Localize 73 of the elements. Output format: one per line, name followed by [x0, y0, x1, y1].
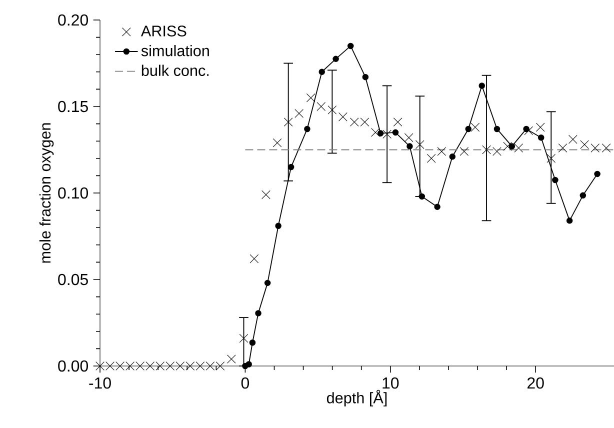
y-tick-label: 0.10 [58, 187, 88, 199]
point [306, 93, 316, 102]
point [255, 310, 262, 316]
point [492, 147, 502, 156]
point [264, 280, 271, 286]
point [566, 218, 573, 224]
x-tick-label: 20 [527, 377, 544, 389]
point [304, 126, 310, 132]
point [382, 130, 392, 139]
point [536, 122, 545, 132]
point [552, 176, 558, 184]
point [406, 143, 413, 150]
point [262, 190, 270, 200]
point [590, 144, 600, 152]
point [478, 82, 486, 89]
point [580, 140, 589, 149]
point [568, 134, 578, 144]
point [284, 118, 293, 126]
point [362, 74, 369, 80]
x-axis-title: depth [Å] [326, 390, 387, 406]
point [332, 56, 339, 62]
point [377, 130, 384, 136]
point [272, 138, 282, 148]
point [523, 126, 530, 132]
x-tick-label: 10 [382, 377, 399, 389]
point [226, 354, 236, 364]
point [392, 129, 399, 136]
point [470, 122, 480, 132]
y-tick-label: 0.15 [58, 100, 88, 112]
point [434, 204, 440, 210]
legend-label: simulation [141, 44, 209, 56]
point [494, 126, 500, 132]
point [514, 144, 524, 152]
point [538, 134, 544, 141]
point [415, 140, 424, 149]
point [437, 147, 446, 156]
point [239, 334, 248, 343]
point [580, 192, 586, 199]
point [465, 126, 472, 132]
point [426, 154, 436, 163]
point [250, 254, 259, 264]
point [338, 112, 348, 122]
y-tick-label: 0.00 [58, 360, 88, 372]
point [482, 145, 491, 154]
legend-label: bulk conc. [142, 64, 209, 76]
point [249, 339, 256, 346]
point [508, 143, 516, 150]
point [460, 147, 469, 156]
point [328, 106, 337, 114]
legend-label: ARISS [140, 26, 186, 36]
y-axis-title: mole fraction oxygen [39, 123, 54, 263]
y-tick-label: 0.05 [58, 274, 88, 286]
point [246, 361, 252, 368]
point [318, 68, 326, 76]
point [275, 222, 282, 229]
x-tick-label: -10 [89, 377, 111, 389]
point [316, 102, 326, 111]
point [404, 133, 414, 142]
point [371, 128, 380, 137]
point [288, 164, 294, 170]
point [558, 144, 568, 152]
point [347, 42, 354, 50]
point [602, 144, 611, 152]
point [449, 154, 456, 160]
point [503, 142, 512, 151]
point [294, 109, 304, 118]
point [546, 154, 556, 163]
y-tick-label: 0.20 [58, 14, 88, 26]
x-tick-label: 0 [241, 377, 250, 389]
point [418, 193, 426, 200]
point [594, 170, 600, 178]
point [524, 126, 534, 136]
point [393, 118, 402, 126]
